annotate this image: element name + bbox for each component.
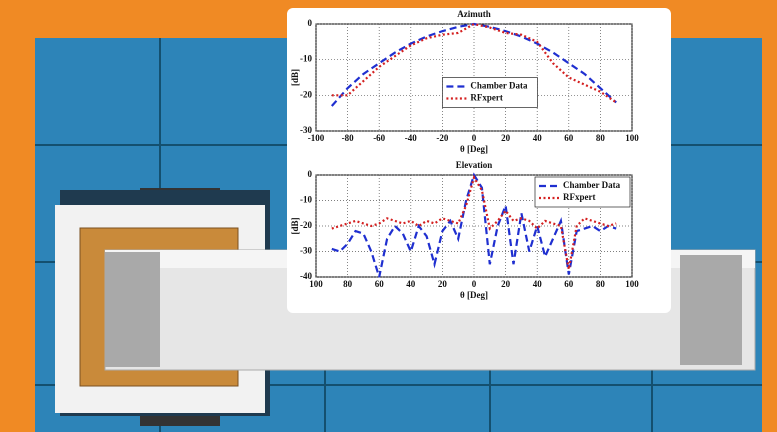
y-tick-label: 0 — [308, 169, 313, 179]
x-tick-label: 100 — [625, 279, 639, 289]
x-tick-label: -60 — [373, 133, 385, 143]
legend-label: Chamber Data — [563, 180, 621, 190]
x-tick-label: 60 — [564, 133, 574, 143]
x-axis-label: θ [Deg] — [460, 144, 488, 154]
y-axis-label: [dB] — [290, 217, 300, 234]
y-tick-label: -10 — [300, 195, 312, 205]
y-tick-label: -30 — [300, 246, 312, 256]
y-tick-label: -20 — [300, 89, 312, 99]
x-tick-label: 80 — [343, 279, 353, 289]
x-tick-label: 60 — [375, 279, 385, 289]
x-axis-label: θ [Deg] — [460, 290, 488, 300]
x-tick-label: 40 — [533, 133, 543, 143]
legend-label: Chamber Data — [470, 81, 528, 91]
x-tick-label: 20 — [501, 133, 511, 143]
x-tick-label: 100 — [625, 133, 639, 143]
chart-title: Azimuth — [457, 9, 491, 19]
y-tick-label: -20 — [300, 220, 312, 230]
x-tick-label: 20 — [438, 279, 448, 289]
x-tick-label: 80 — [596, 279, 606, 289]
chart-title: Elevation — [456, 160, 493, 170]
bracket — [680, 255, 742, 365]
y-tick-label: 0 — [308, 18, 313, 28]
x-tick-label: 40 — [533, 279, 543, 289]
x-tick-label: -80 — [342, 133, 354, 143]
legend-label: RFxpert — [563, 192, 596, 202]
x-tick-label: 0 — [472, 279, 477, 289]
x-tick-label: -20 — [436, 133, 448, 143]
x-tick-label: 20 — [501, 279, 511, 289]
y-tick-label: -10 — [300, 54, 312, 64]
screenshot: Azimuth0-10-20-30-100-80-60-40-200204060… — [0, 0, 777, 432]
x-tick-label: 0 — [472, 133, 477, 143]
y-axis-label: [dB] — [290, 69, 300, 86]
x-tick-label: 60 — [564, 279, 574, 289]
bracket — [105, 252, 160, 367]
x-tick-label: 80 — [596, 133, 606, 143]
x-tick-label: 40 — [406, 279, 416, 289]
legend-label: RFxpert — [470, 93, 503, 103]
x-tick-label: -100 — [308, 133, 325, 143]
x-tick-label: -40 — [405, 133, 417, 143]
x-tick-label: 100 — [309, 279, 323, 289]
